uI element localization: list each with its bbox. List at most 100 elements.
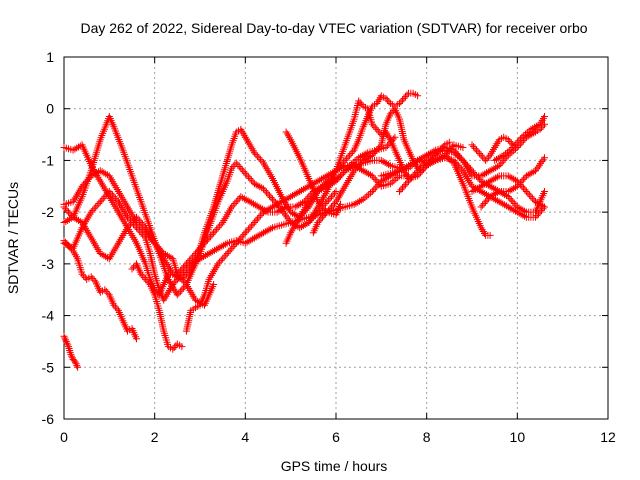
data-point: [353, 203, 355, 206]
data-point: [217, 201, 219, 203]
data-point: [76, 366, 79, 369]
data-point: [194, 299, 197, 301]
x-tick-label: 10: [510, 429, 526, 445]
data-point: [226, 252, 228, 255]
data-point: [72, 149, 74, 151]
data-point: [108, 294, 111, 296]
data-point: [398, 159, 401, 162]
data-point: [385, 97, 387, 100]
data-point: [543, 123, 546, 125]
data-point: [471, 206, 473, 208]
data-point: [371, 105, 374, 107]
data-point: [126, 330, 129, 332]
data-point: [117, 309, 120, 312]
chart-title: Day 262 of 2022, Sidereal Day-to-day VTE…: [80, 20, 587, 36]
data-point: [308, 201, 310, 203]
data-point: [317, 221, 319, 224]
data-point: [108, 195, 111, 198]
data-point: [99, 291, 102, 294]
data-point: [312, 188, 315, 190]
data-point: [376, 128, 378, 131]
data-point: [407, 167, 410, 169]
data-point: [489, 180, 491, 182]
data-point: [380, 144, 383, 146]
data-point: [403, 138, 405, 141]
data-point: [149, 278, 151, 281]
data-point: [534, 170, 537, 172]
data-point: [326, 180, 328, 182]
y-tick-label: -2: [42, 204, 55, 220]
data-point: [512, 146, 514, 149]
data-point: [280, 224, 283, 226]
data-point: [398, 170, 401, 172]
data-point: [543, 190, 546, 193]
data-point: [63, 203, 65, 206]
data-point: [326, 175, 328, 177]
data-point: [262, 188, 265, 190]
data-point: [162, 283, 165, 286]
data-point: [90, 170, 92, 172]
data-point: [416, 170, 419, 172]
data-point: [471, 185, 473, 188]
data-point: [357, 100, 360, 102]
data-point: [525, 190, 528, 193]
data-point: [471, 190, 473, 193]
data-point: [366, 151, 369, 154]
series-sat-t: [491, 113, 548, 164]
x-tick-label: 2: [151, 429, 159, 445]
data-point: [185, 263, 188, 265]
data-point: [63, 239, 65, 242]
data-point: [63, 221, 65, 224]
data-point: [480, 206, 482, 208]
data-point: [99, 138, 102, 141]
data-point: [335, 201, 337, 203]
data-point: [416, 159, 419, 162]
data-point: [72, 250, 74, 252]
data-point: [63, 146, 65, 149]
data-point: [181, 273, 183, 276]
data-point: [190, 309, 192, 312]
data-point: [453, 162, 455, 164]
data-point: [199, 304, 201, 307]
data-point: [389, 182, 392, 185]
data-point: [72, 216, 74, 219]
data-point: [99, 180, 102, 182]
data-point: [453, 149, 455, 151]
data-point: [389, 164, 392, 167]
series-sat-s: [468, 133, 517, 164]
data-point: [371, 154, 374, 157]
data-point: [158, 288, 160, 291]
x-tick-label: 6: [332, 429, 340, 445]
data-point: [489, 170, 491, 172]
data-point: [108, 257, 111, 260]
data-point: [208, 226, 210, 229]
data-point: [380, 159, 383, 162]
data-point: [126, 216, 129, 219]
data-point: [416, 95, 419, 97]
data-point: [117, 242, 120, 244]
data-point: [149, 252, 151, 255]
data-point: [385, 123, 387, 125]
data-point: [484, 234, 487, 237]
data-point: [271, 226, 274, 229]
data-point: [539, 123, 541, 125]
data-point: [271, 198, 274, 200]
data-point: [230, 144, 233, 146]
data-point: [244, 242, 247, 244]
x-tick-label: 4: [241, 429, 249, 445]
data-point: [194, 307, 197, 309]
data-point: [493, 159, 496, 162]
data-point: [235, 131, 238, 133]
data-point: [81, 195, 83, 198]
data-point: [99, 170, 102, 172]
data-point: [285, 242, 287, 244]
data-point: [507, 138, 510, 141]
data-point: [221, 175, 224, 177]
data-point: [153, 273, 156, 276]
data-point: [444, 154, 446, 157]
data-point: [271, 206, 274, 208]
data-point: [135, 263, 138, 265]
data-point: [199, 257, 201, 260]
data-point: [289, 232, 292, 234]
